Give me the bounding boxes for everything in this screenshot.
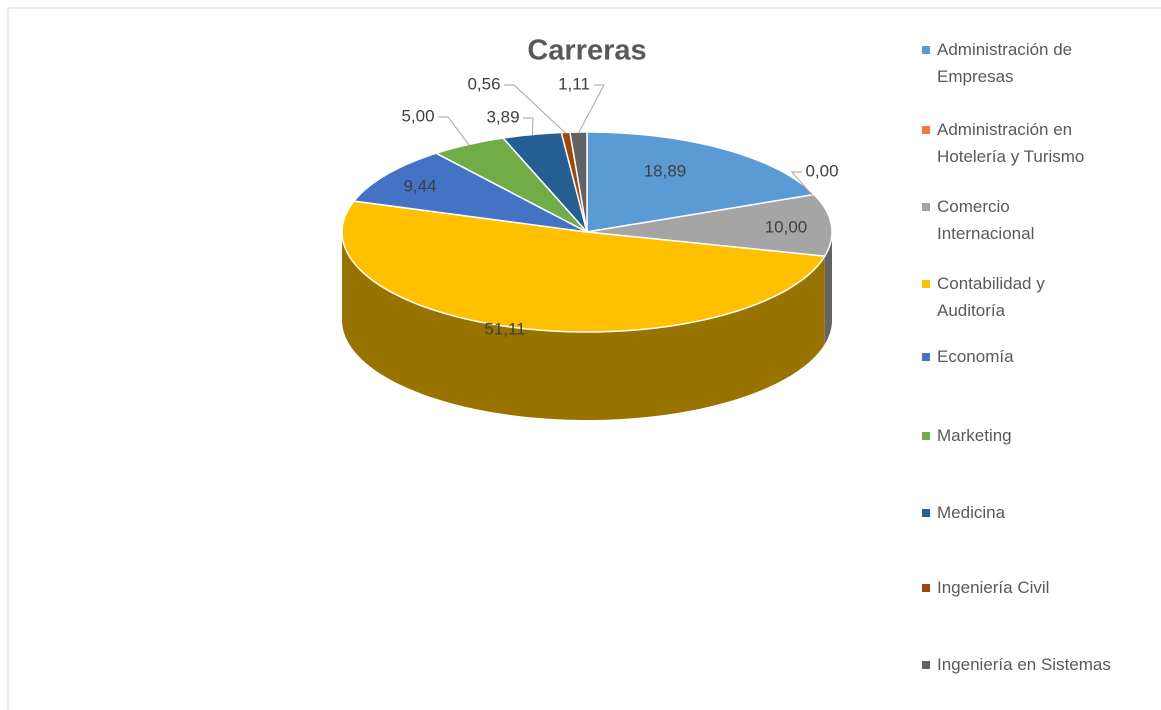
legend-swatch bbox=[922, 280, 930, 288]
legend-label: Contabilidad y Auditoría bbox=[937, 274, 1045, 320]
pie-slice bbox=[586, 131, 816, 233]
legend-label: Administración en Hotelería y Turismo bbox=[937, 120, 1085, 166]
legend-swatch bbox=[922, 126, 930, 134]
data-label: 10,00 bbox=[765, 217, 808, 236]
legend-label: Medicina bbox=[937, 503, 1006, 522]
data-label: 5,00 bbox=[401, 106, 434, 125]
legend-swatch bbox=[922, 661, 930, 669]
legend-swatch bbox=[922, 584, 930, 592]
legend-item: Ingeniería en Sistemas bbox=[922, 651, 1111, 678]
chart-title: Carreras bbox=[527, 35, 646, 67]
legend-item: Ingeniería Civil bbox=[922, 574, 1049, 601]
data-label: 9,44 bbox=[403, 176, 436, 195]
pie-slice bbox=[352, 152, 588, 233]
data-label: 3,89 bbox=[486, 107, 519, 126]
legend-label: Marketing bbox=[937, 426, 1012, 445]
legend-swatch bbox=[922, 46, 930, 54]
legend-item: Administración en Hotelería y Turismo bbox=[922, 116, 1107, 170]
pie-slice bbox=[501, 131, 588, 233]
legend-label: Comercio Internacional bbox=[937, 197, 1035, 243]
legend-label: Economía bbox=[937, 347, 1014, 366]
data-label: 1,11 bbox=[558, 74, 590, 93]
data-label: 0,56 bbox=[467, 74, 500, 93]
legend-swatch bbox=[922, 353, 930, 361]
legend-item: Administración de Empresas bbox=[922, 36, 1107, 90]
pie-slice bbox=[341, 200, 827, 333]
pie-sides bbox=[342, 232, 832, 420]
legend-swatch bbox=[922, 432, 930, 440]
legend-item: Economía bbox=[922, 343, 1014, 370]
legend-item: Medicina bbox=[922, 499, 1005, 526]
legend-label: Ingeniería Civil bbox=[937, 578, 1050, 597]
leader-line bbox=[438, 116, 470, 146]
chart-border bbox=[7, 7, 1161, 710]
pie-side bbox=[342, 232, 825, 420]
legend-label: Ingeniería en Sistemas bbox=[937, 655, 1111, 674]
legend-label: Administración de Empresas bbox=[937, 40, 1073, 86]
data-label: 18,89 bbox=[644, 161, 687, 180]
pie-side bbox=[824, 232, 832, 345]
leader-line bbox=[523, 117, 534, 136]
legend-item: Comercio Internacional bbox=[922, 193, 1107, 247]
data-label: 51,11 bbox=[484, 319, 525, 338]
data-label: 0,00 bbox=[805, 161, 838, 180]
leader-line bbox=[504, 84, 567, 134]
pie-tops bbox=[341, 131, 833, 333]
legend-swatch bbox=[922, 509, 930, 517]
legend-item: Marketing bbox=[922, 422, 1012, 449]
legend-item: Contabilidad y Auditoría bbox=[922, 270, 1107, 324]
pie-slice bbox=[569, 131, 588, 233]
legend-swatch bbox=[922, 203, 930, 211]
pie-slice bbox=[586, 193, 833, 257]
leader-line bbox=[790, 171, 813, 196]
leader-line bbox=[578, 84, 605, 134]
